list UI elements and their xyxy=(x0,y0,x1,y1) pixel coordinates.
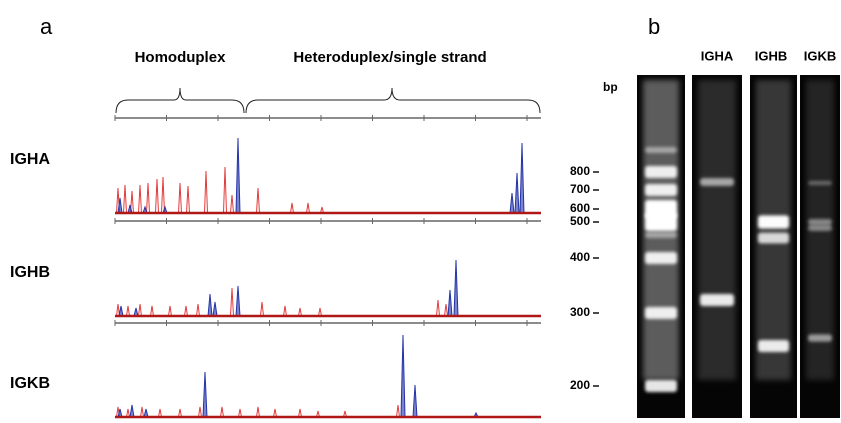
group-label: Homoduplex xyxy=(135,49,226,66)
panel-label: a xyxy=(40,14,53,39)
gel-band xyxy=(645,147,677,153)
marker-label: 300 xyxy=(570,305,590,319)
marker-label: 400 xyxy=(570,250,590,264)
electropherograms xyxy=(114,115,541,419)
marker-label: 700 xyxy=(570,182,590,196)
trace-red xyxy=(115,287,541,317)
gel-band xyxy=(808,219,832,225)
gel-smear xyxy=(698,80,736,380)
trace-blue xyxy=(115,259,541,317)
gel-band xyxy=(700,294,734,306)
gel-band xyxy=(645,380,677,392)
gel-band xyxy=(645,232,677,238)
marker-label: 600 xyxy=(570,201,590,215)
lane-label: IGHA xyxy=(701,48,734,63)
marker-label: 800 xyxy=(570,164,590,178)
marker-label: 200 xyxy=(570,378,590,392)
gel-band xyxy=(645,184,677,196)
gel-band xyxy=(758,232,789,244)
brace xyxy=(115,87,541,114)
lane-label: IGHB xyxy=(755,48,788,63)
trace-red xyxy=(115,166,541,214)
gel-band xyxy=(645,252,677,264)
gel-smear xyxy=(756,80,791,380)
marker-label: 500 xyxy=(570,214,590,228)
row-label: IGKB xyxy=(10,375,50,392)
lane-label: IGKB xyxy=(804,48,837,63)
gel-band xyxy=(645,213,677,231)
gel-band xyxy=(700,178,734,186)
unit-label: bp xyxy=(603,80,618,94)
trace-blue xyxy=(115,334,541,418)
row-label: IGHA xyxy=(10,151,50,168)
gel-band xyxy=(645,166,677,178)
gel xyxy=(637,75,840,418)
panel-label: b xyxy=(648,14,660,39)
gel-band xyxy=(758,340,789,352)
gel-band xyxy=(808,180,832,186)
gel-band xyxy=(808,225,832,231)
row-label: IGHB xyxy=(10,264,50,281)
gel-band xyxy=(645,307,677,319)
gel-band xyxy=(808,334,832,342)
gel-band xyxy=(758,215,789,229)
group-label: Heteroduplex/single strand xyxy=(293,49,486,66)
